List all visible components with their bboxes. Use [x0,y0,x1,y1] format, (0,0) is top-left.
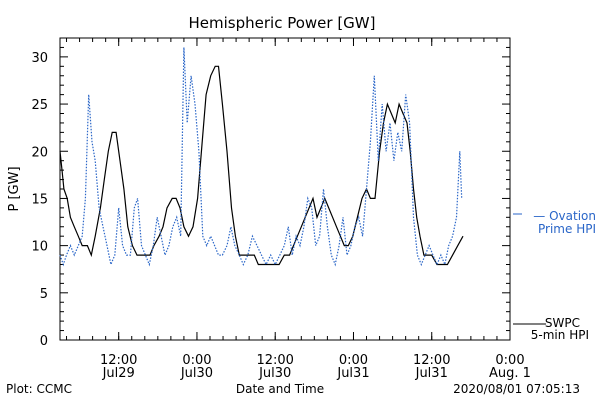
chart-title: Hemispheric Power [GW] [189,14,376,32]
footer-timestamp: 2020/08/01 07:05:13 [453,382,580,396]
x-tick-label-date: Jul30 [180,366,213,381]
y-tick-label: 25 [31,98,48,113]
plot-area [59,37,511,341]
legend-ovation-line1: — Ovation [533,209,596,223]
series-line-swpc [59,65,464,266]
x-tick-label-time: 0:00 [495,353,524,368]
x-tick-label-date: Aug. 1 [489,366,531,381]
y-tick-label: 5 [40,287,48,302]
legend-ovation-line2: Prime HPI [538,222,596,236]
x-axis-label: Date and Time [236,382,324,396]
x-tick-label-date: Jul31 [415,366,448,381]
x-tick-label-time: 12:00 [256,353,293,368]
y-tick-label: 20 [31,145,48,160]
y-tick-label: 30 [31,51,48,66]
x-tick-label-date: Jul31 [336,366,369,381]
x-tick-label-date: Jul29 [102,366,135,381]
x-tick-label-date: Jul30 [258,366,291,381]
x-tick-label-time: 12:00 [100,353,137,368]
y-tick-label: 10 [31,240,48,255]
legend-swpc-line2: 5-min HPI [531,328,589,342]
series-line-ovation [59,47,463,267]
y-tick-label: 15 [31,192,48,207]
series-layer [59,47,464,267]
x-tick-label-time: 12:00 [413,353,450,368]
y-axis-label: P [GW] [7,166,22,211]
legend-swpc-line1: SWPC [545,316,580,330]
x-tick-label-time: 0:00 [339,353,368,368]
y-tick-label: 0 [40,334,48,349]
footer-credit: Plot: CCMC [6,382,72,396]
x-axis-ticks: 12:00Jul290:00Jul3012:00Jul300:00Jul3112… [66,38,531,381]
y-axis-ticks: 0 5 10 15 20 25 30 [31,37,510,349]
x-tick-label-time: 0:00 [182,353,211,368]
